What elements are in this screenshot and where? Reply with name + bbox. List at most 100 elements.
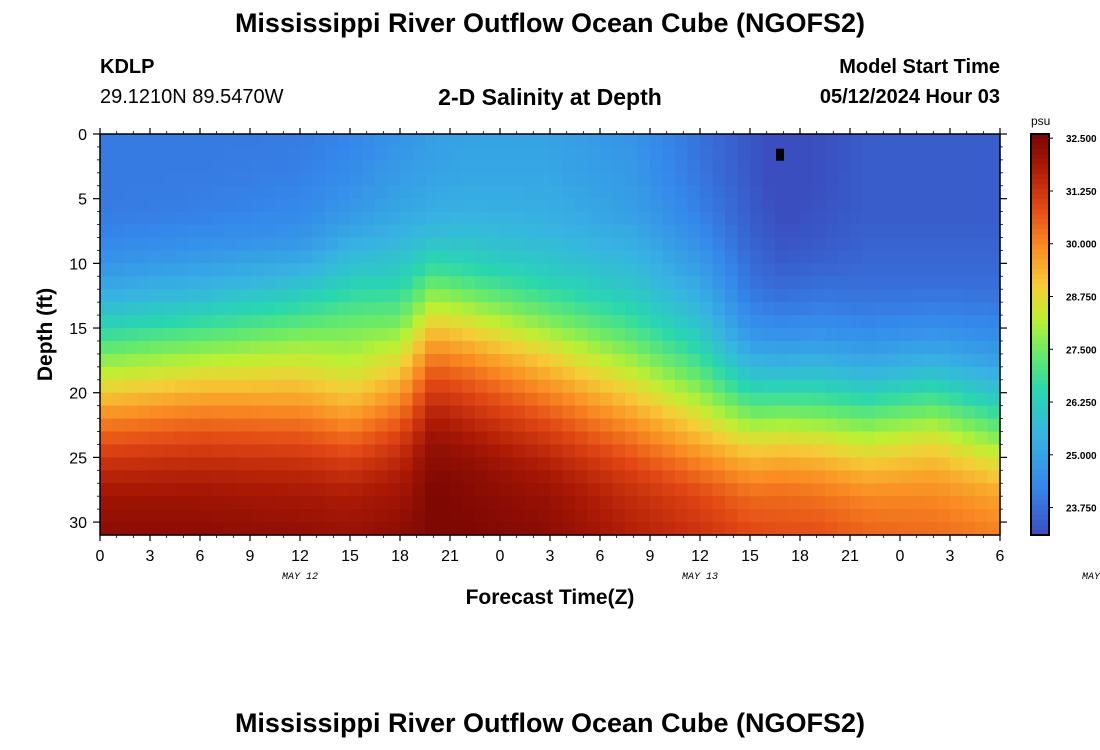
heatmap-cell [437, 392, 451, 407]
heatmap-cell [937, 172, 951, 187]
heatmap-cell [750, 379, 764, 394]
heatmap-cell [800, 483, 814, 497]
heatmap-cell [562, 289, 576, 303]
heatmap-cell [225, 470, 239, 484]
heatmap-cell [837, 302, 851, 316]
heatmap-cell [587, 340, 601, 355]
heatmap-cell [950, 340, 964, 355]
heatmap-cell [425, 211, 439, 226]
heatmap-cell [837, 134, 851, 148]
heatmap-cell [962, 276, 976, 290]
heatmap-cell [275, 470, 289, 484]
heatmap-cell [900, 522, 914, 536]
heatmap-cell [312, 522, 326, 536]
heatmap-cell [400, 159, 414, 174]
heatmap-cell [337, 418, 351, 433]
heatmap-cell [887, 315, 901, 329]
heatmap-cell [625, 302, 639, 316]
heatmap-cell [437, 444, 451, 458]
heatmap-cell [650, 172, 664, 187]
heatmap-cell [137, 328, 151, 342]
heatmap-cell [962, 172, 976, 187]
heatmap-cell [687, 185, 701, 200]
heatmap-cell [925, 250, 939, 264]
heatmap-cell [387, 198, 401, 213]
heatmap-cell [950, 263, 964, 277]
heatmap-cell [600, 509, 614, 523]
x-axis-label: Forecast Time(Z) [466, 586, 635, 609]
heatmap-cell [825, 172, 839, 187]
heatmap-cell [275, 146, 289, 161]
heatmap-cell [437, 457, 451, 471]
heatmap-cell [462, 496, 476, 510]
heatmap-cell [425, 198, 439, 213]
heatmap-cell [937, 379, 951, 394]
heatmap-cell [237, 379, 251, 394]
heatmap-cell [287, 224, 301, 239]
heatmap-cell [862, 522, 876, 536]
heatmap-cell [350, 159, 364, 174]
heatmap-cell [187, 315, 201, 329]
heatmap-cell [162, 418, 176, 433]
heatmap-cell [112, 457, 126, 471]
heatmap-cell [350, 172, 364, 187]
heatmap-cell [125, 146, 139, 161]
heatmap-cell [912, 237, 926, 252]
heatmap-cell [475, 263, 489, 277]
heatmap-cell [437, 509, 451, 523]
heatmap-cell [637, 315, 651, 329]
heatmap-cell [537, 366, 551, 381]
heatmap-cell [900, 353, 914, 368]
heatmap-cell [950, 328, 964, 342]
heatmap-cell [275, 522, 289, 536]
heatmap-cell [475, 289, 489, 303]
heatmap-cell [287, 159, 301, 174]
heatmap-cell [975, 405, 989, 420]
heatmap-cell [150, 522, 164, 536]
heatmap-cell [387, 457, 401, 471]
heatmap-cell [775, 418, 789, 433]
heatmap-cell [200, 250, 214, 264]
x-tick-label: 3 [146, 548, 155, 565]
heatmap-cell [487, 496, 501, 510]
heatmap-cell [900, 483, 914, 497]
heatmap-cell [600, 302, 614, 316]
heatmap-cell [550, 315, 564, 329]
heatmap-cell [112, 263, 126, 277]
heatmap-cell [662, 146, 676, 161]
heatmap-cell [500, 146, 514, 161]
heatmap-cell [362, 431, 376, 446]
heatmap-cell [387, 418, 401, 433]
heatmap-cell [675, 302, 689, 316]
heatmap-cell [862, 483, 876, 497]
heatmap-cell [250, 328, 264, 342]
heatmap-cell [900, 224, 914, 239]
heatmap-cell [650, 444, 664, 458]
heatmap-cell [487, 418, 501, 433]
heatmap-cell [937, 444, 951, 458]
heatmap-cell [175, 483, 189, 497]
heatmap-cell [637, 405, 651, 420]
heatmap-cell [912, 185, 926, 200]
heatmap-cell [550, 496, 564, 510]
heatmap-cell [675, 340, 689, 355]
heatmap-cell [925, 366, 939, 381]
heatmap-cell [662, 276, 676, 290]
heatmap-cell [950, 509, 964, 523]
heatmap-cell [125, 457, 139, 471]
heatmap-cell [275, 315, 289, 329]
heatmap-cell [237, 431, 251, 446]
heatmap-cell [575, 509, 589, 523]
heatmap-cell [337, 185, 351, 200]
heatmap-cell [200, 198, 214, 213]
heatmap-cell [650, 134, 664, 148]
colorbar-swatch [1031, 479, 1049, 486]
heatmap-cell [925, 392, 939, 407]
heatmap-cell [225, 159, 239, 174]
heatmap-cell [112, 431, 126, 446]
heatmap-cell [712, 483, 726, 497]
heatmap-cell [837, 211, 851, 226]
heatmap-cell [787, 315, 801, 329]
heatmap-cell [700, 366, 714, 381]
heatmap-cell [662, 224, 676, 239]
